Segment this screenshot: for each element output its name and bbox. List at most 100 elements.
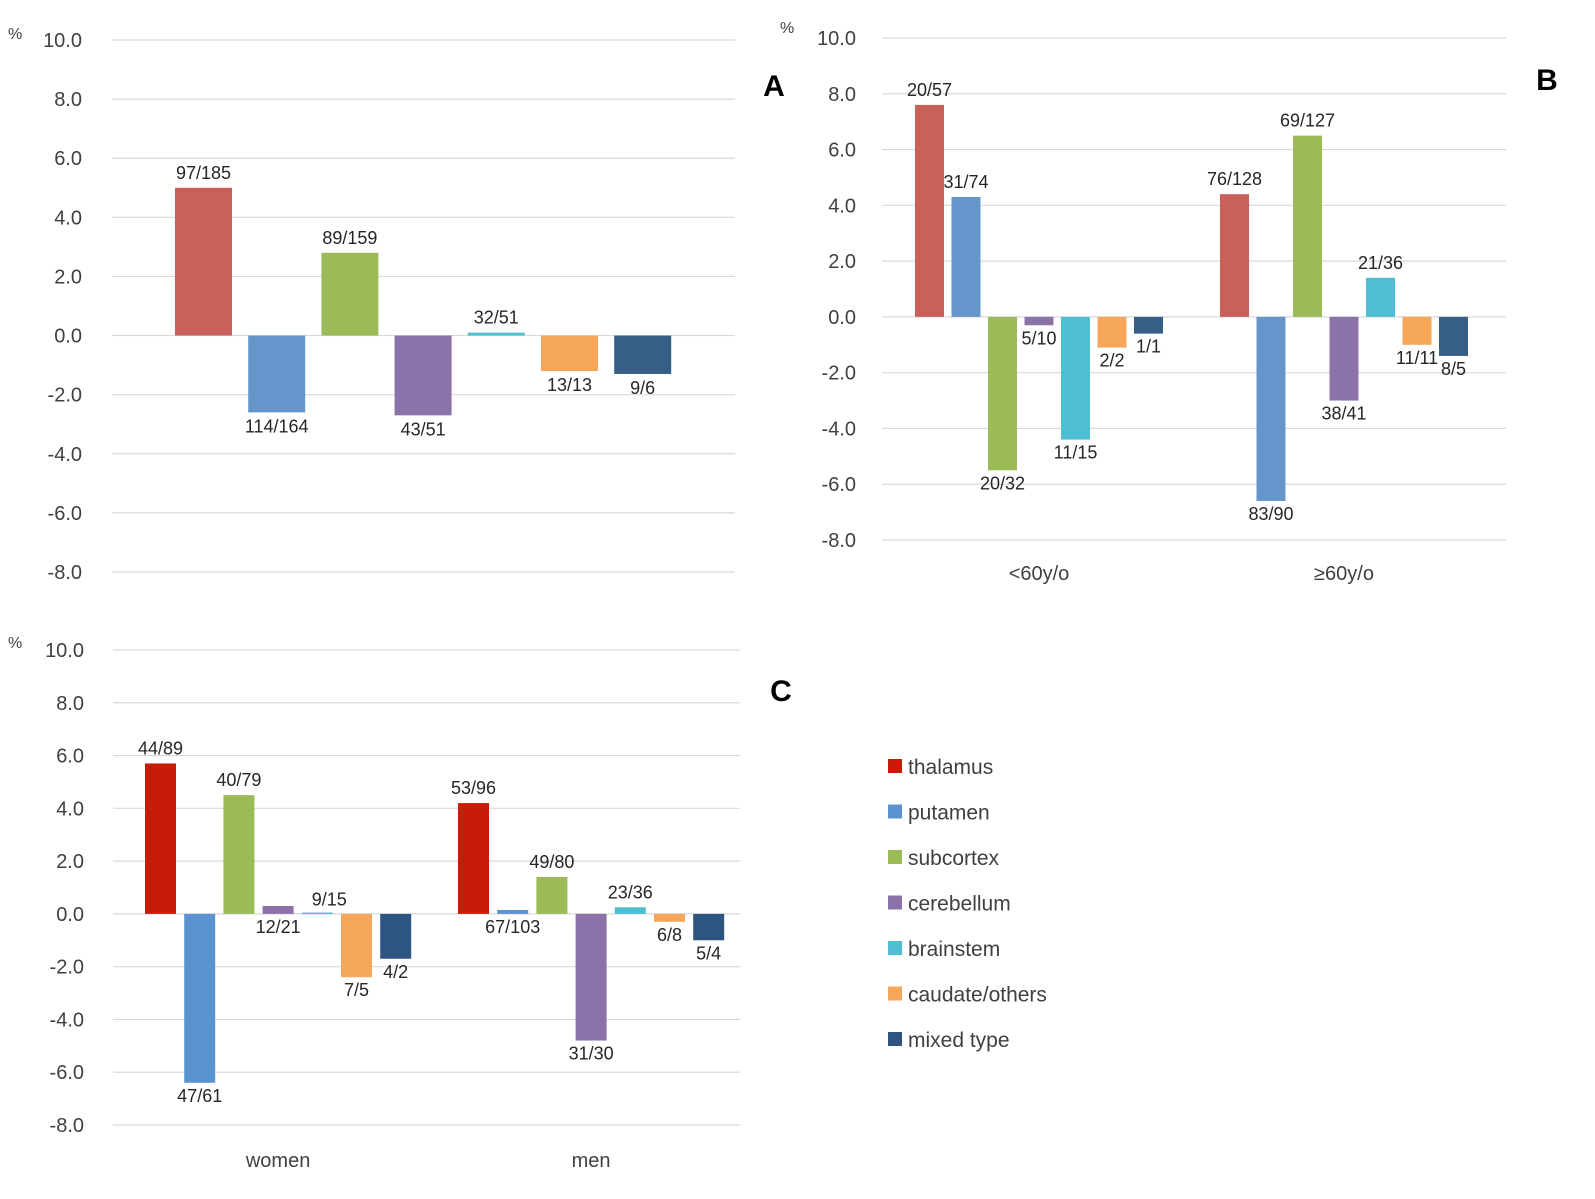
chart-panel-b: 10.0 8.0 6.0 4.0 2.0 0.0 -2.0 -4.0 -6.0 -8.0% B 20/…	[780, 20, 1558, 585]
bar-cerebellum	[575, 913, 607, 1041]
bar-putamen	[951, 196, 981, 317]
bar-caudate	[341, 913, 372, 978]
y-tick-label: 10.0	[45, 640, 84, 662]
y-tick-label: 4.0	[54, 207, 82, 229]
panel-letter: A	[763, 70, 785, 103]
y-tick-label: -6.0	[48, 503, 82, 525]
bar-cerebellum	[1024, 316, 1054, 326]
bar-thalamus	[175, 187, 232, 336]
y-tick-label: 10.0	[43, 30, 82, 52]
data-label: 49/80	[529, 852, 574, 872]
bar-putamen	[248, 335, 306, 413]
data-label: 5/10	[1021, 328, 1056, 348]
y-tick-label: 6.0	[828, 140, 856, 162]
legend-label-mixed: mixed type	[908, 1029, 1010, 1052]
y-tick-label: 2.0	[54, 266, 82, 288]
data-label: 47/61	[177, 1086, 222, 1106]
data-label: 114/164	[245, 416, 309, 436]
bar-subcortex	[223, 795, 255, 914]
y-tick-label: -4.0	[50, 1009, 84, 1031]
y-tick-label: -4.0	[822, 418, 856, 440]
y-unit-label: %	[8, 26, 22, 43]
legend-swatch-mixed	[888, 1032, 902, 1046]
data-label: 9/15	[312, 890, 347, 910]
legend-label-putamen: putamen	[908, 802, 990, 825]
bar-mixed	[1439, 316, 1468, 356]
bar-brainstem	[1366, 277, 1395, 317]
bar-cerebellum	[394, 335, 452, 416]
bar-subcortex	[536, 876, 568, 914]
legend-label-caudate: caudate/others	[908, 984, 1047, 1007]
y-tick-label: -6.0	[50, 1062, 84, 1084]
bar-brainstem	[467, 332, 525, 336]
bar-thalamus	[458, 803, 489, 914]
bar-mixed	[693, 913, 725, 941]
bar-caudate	[1097, 316, 1127, 348]
bar-subcortex	[1293, 135, 1322, 317]
legend: thalamus putamen subcortex cerebellum brains…	[888, 756, 1047, 1052]
data-label: 32/51	[474, 308, 519, 328]
bar-brainstem	[1061, 316, 1090, 440]
y-tick-label: 8.0	[56, 693, 84, 715]
legend-swatch-subcortex	[888, 850, 902, 864]
data-label: 20/57	[907, 80, 952, 100]
chart-panel-c: 10.0 8.0 6.0 4.0 2.0 0.0 -2.0 -4.0 -6.0 -8.0% C 44/…	[8, 635, 792, 1172]
data-label: 7/5	[344, 980, 369, 1000]
legend-swatch-thalamus	[888, 759, 902, 773]
bar-thalamus	[915, 104, 944, 317]
bar-brainstem	[614, 907, 646, 914]
y-tick-label: -6.0	[822, 474, 856, 496]
data-label: 23/36	[608, 882, 653, 902]
category-label: ≥60y/o	[1314, 563, 1374, 585]
bar-mixed	[614, 335, 672, 374]
data-label: 31/30	[569, 1044, 614, 1064]
y-tick-label: 6.0	[56, 746, 84, 768]
bar-caudate	[541, 335, 598, 372]
legend-label-thalamus: thalamus	[908, 756, 993, 779]
bar-mixed	[380, 913, 412, 959]
legend-swatch-caudate	[888, 986, 902, 1001]
y-tick-label: 10.0	[817, 28, 856, 50]
bar-putamen	[1256, 316, 1286, 501]
legend-swatch-putamen	[888, 804, 902, 819]
data-label: 11/15	[1054, 443, 1098, 463]
bar-putamen	[184, 913, 216, 1083]
y-tick-label: -8.0	[822, 530, 856, 552]
bar-cerebellum	[1329, 316, 1359, 401]
data-label: 2/2	[1099, 351, 1124, 371]
category-label: <60y/o	[1009, 563, 1070, 585]
data-label: 21/36	[1358, 253, 1403, 273]
y-tick-label: 4.0	[828, 195, 856, 217]
bar-thalamus	[145, 763, 176, 914]
data-label: 4/2	[383, 962, 408, 982]
y-tick-label: -2.0	[822, 363, 856, 385]
bar-mixed	[1134, 316, 1163, 334]
data-label: 83/90	[1248, 504, 1293, 524]
legend-label-brainstem: brainstem	[908, 938, 1000, 961]
y-tick-label: 8.0	[54, 89, 82, 111]
data-label: 9/6	[630, 378, 655, 398]
data-label: 38/41	[1321, 404, 1366, 424]
data-label: 1/1	[1136, 337, 1161, 357]
y-tick-label: -4.0	[48, 444, 82, 466]
bar-putamen	[497, 909, 529, 914]
data-label: 13/13	[547, 375, 592, 395]
y-tick-label: -2.0	[48, 385, 82, 407]
bar-brainstem	[301, 912, 333, 915]
data-label: 8/5	[1441, 359, 1466, 379]
data-label: 11/11	[1396, 348, 1438, 368]
y-tick-label: 2.0	[828, 251, 856, 273]
bar-caudate	[654, 913, 685, 922]
y-tick-label: 6.0	[54, 148, 82, 170]
chart-panel-a: 10.0 8.0 6.0 4.0 2.0 0.0 -2.0 -4.0 -6.0 -8.0% A 97/…	[8, 26, 785, 584]
bar-thalamus	[1220, 194, 1249, 317]
data-label: 6/8	[657, 925, 682, 945]
data-label: 97/185	[176, 163, 231, 183]
panel-letter: C	[770, 675, 792, 708]
category-label: women	[245, 1150, 310, 1172]
y-tick-label: 4.0	[56, 798, 84, 820]
bar-subcortex	[988, 316, 1017, 471]
data-label: 20/32	[980, 473, 1025, 493]
category-label: men	[572, 1150, 611, 1172]
